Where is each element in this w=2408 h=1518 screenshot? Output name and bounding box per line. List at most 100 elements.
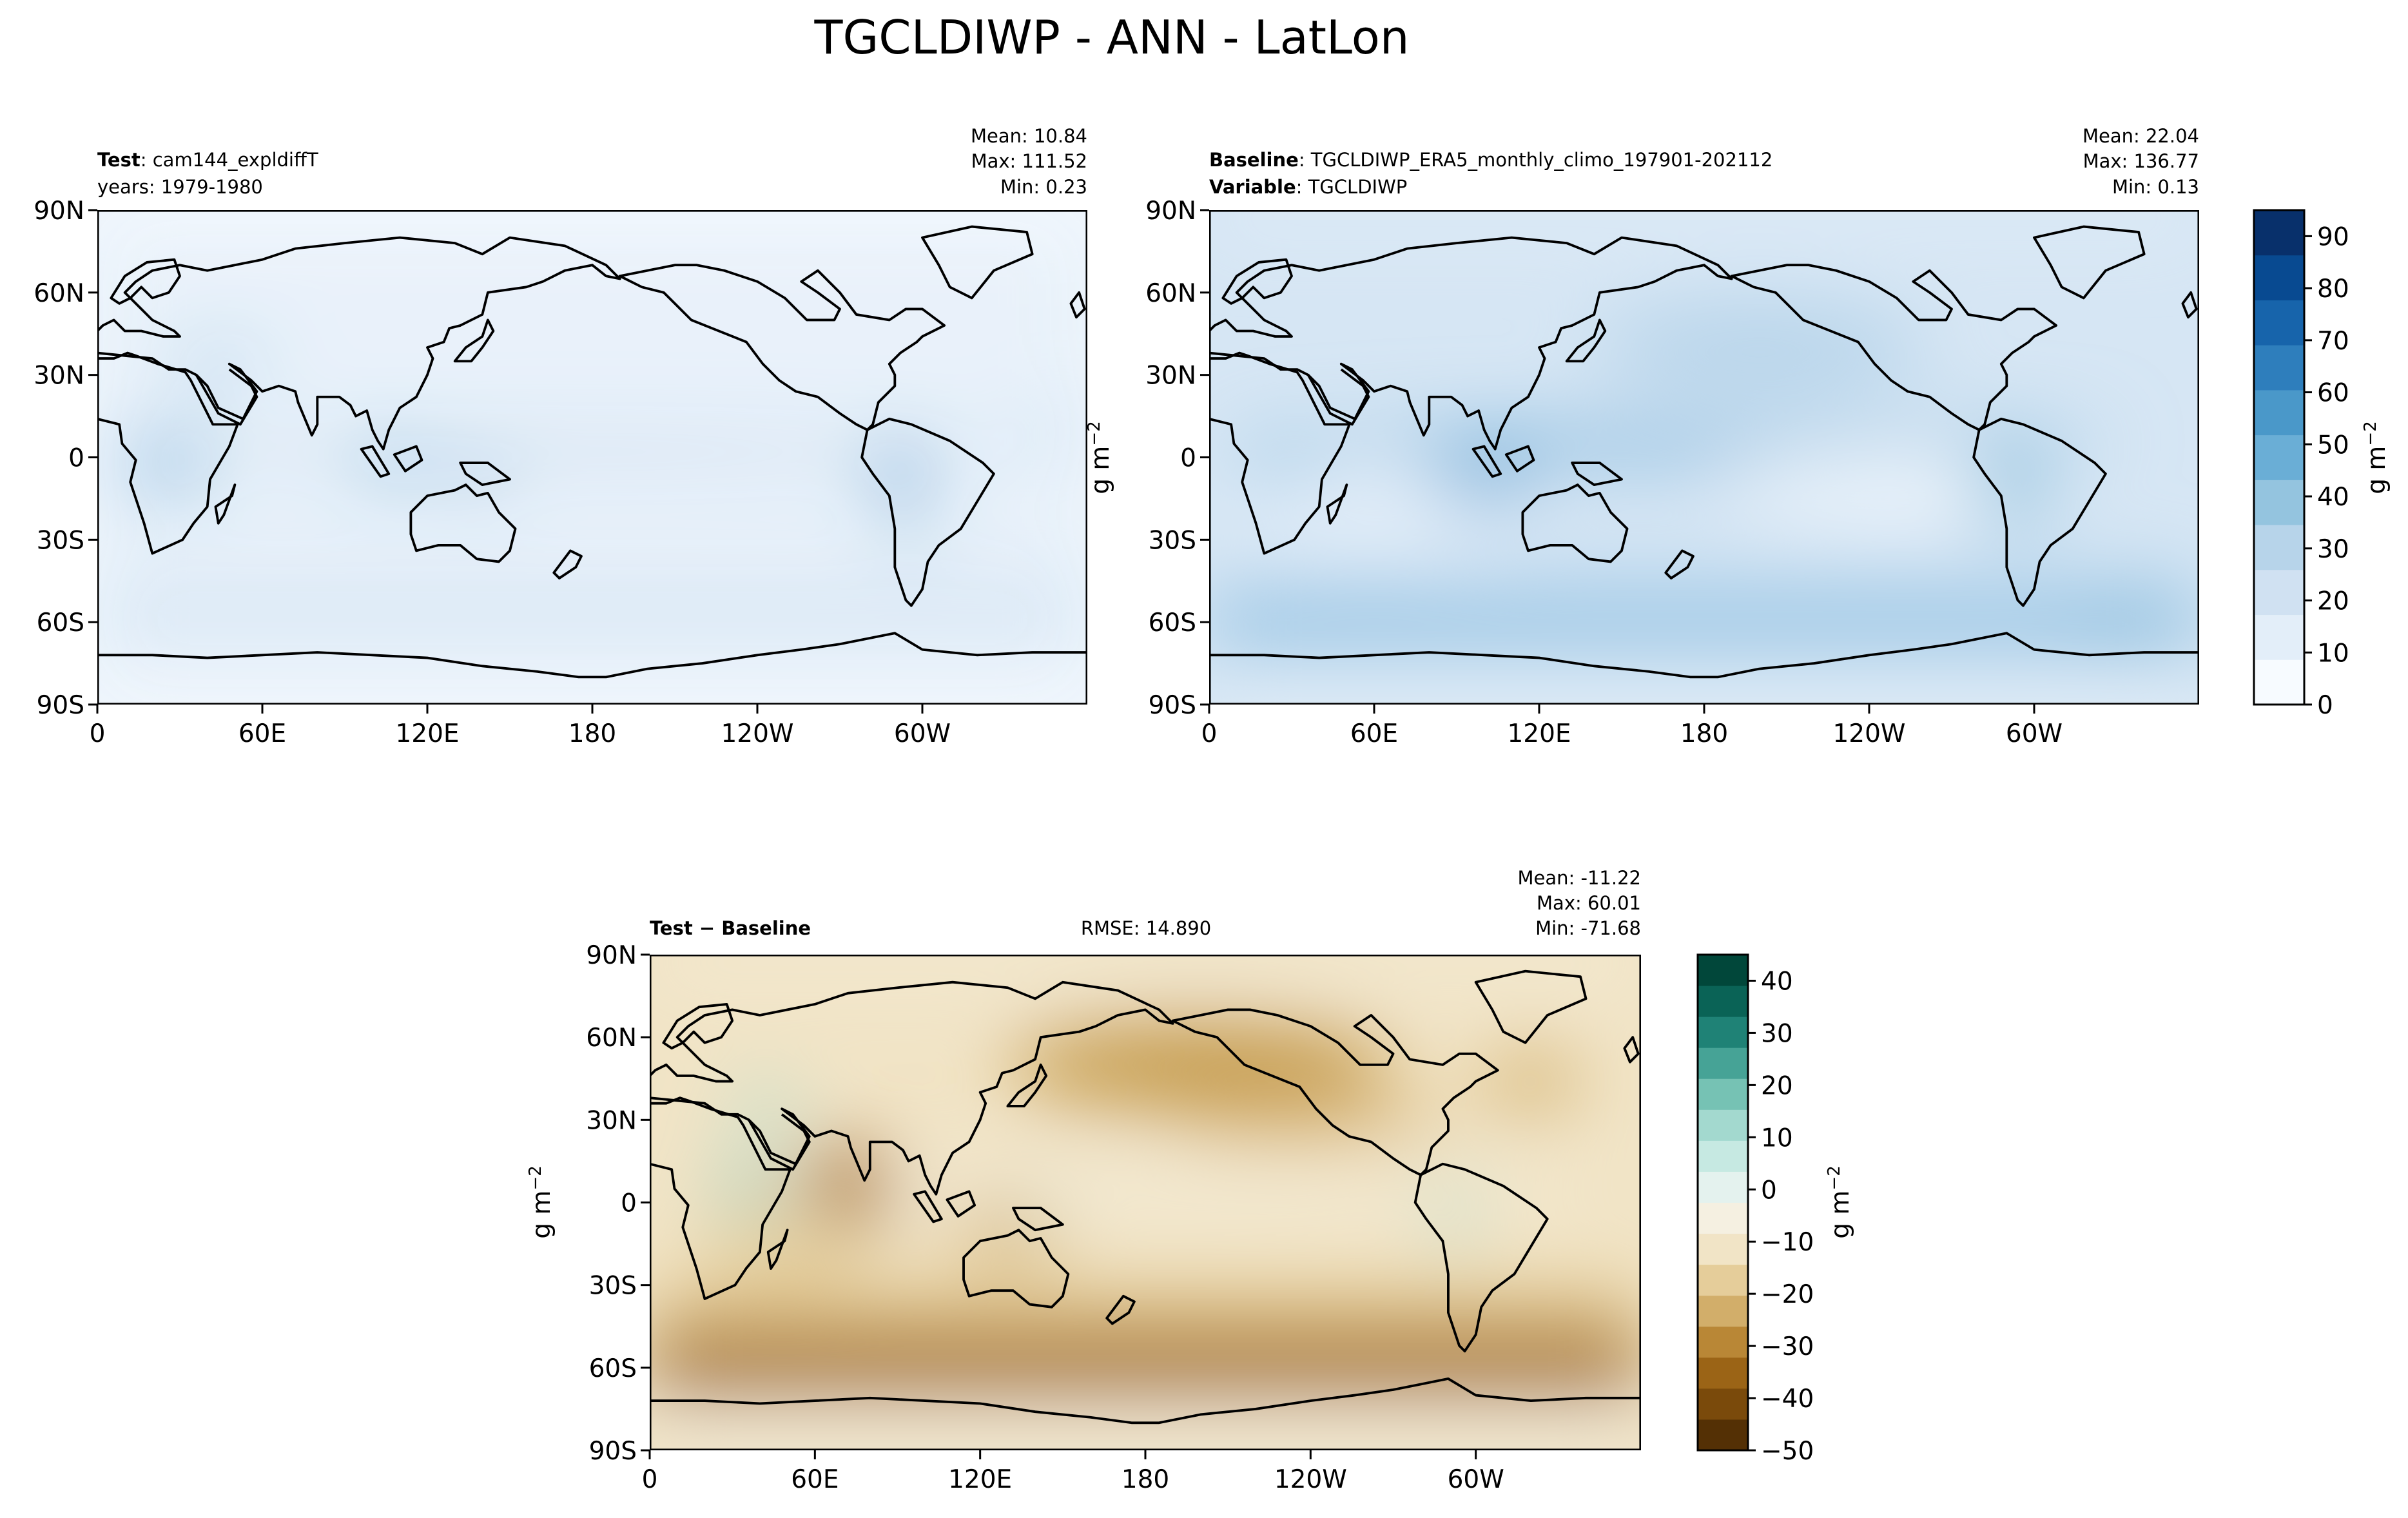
test-x-tick-label: 60E <box>238 719 286 748</box>
diff-y-tick-label: 90N <box>586 941 637 970</box>
test-y-tick-label: 0 <box>68 444 84 473</box>
diff-colorbar-segment <box>1698 1264 1748 1296</box>
baseline-colorbar-segment <box>2254 434 2304 480</box>
baseline-colorbar-frame <box>2253 209 2306 706</box>
diff-stat-min: Min: -71.68 <box>1535 917 1641 939</box>
test-x-ticks: 0 60E 120E 180 120W 60W <box>90 705 951 748</box>
baseline-colorbar-tick-label: 60 <box>2317 379 2349 408</box>
baseline-colorbar-label: g m−2 <box>2361 421 2391 494</box>
test-y-tick-label: 30S <box>37 526 84 555</box>
diff-colorbar-segment <box>1698 986 1748 1017</box>
baseline-colorbar-segment <box>2254 480 2304 525</box>
baseline-y-tick-label: 90S <box>1149 691 1196 720</box>
diff-colorbar-segment <box>1698 1017 1748 1048</box>
baseline-colorbar-segment <box>2254 345 2304 391</box>
diff-colorbar-tick-label: 10 <box>1761 1124 1793 1153</box>
diff-colorbar-tick-label: 20 <box>1761 1071 1793 1100</box>
baseline-variable-text: : TGCLDIWP <box>1296 176 1408 198</box>
baseline-colorbar-segment <box>2254 255 2304 300</box>
diff-colorbar: 40 30 20 10 0 −10 −20 −30 −40 −50 <box>1696 953 1814 1466</box>
test-stat-mean: Mean: 10.84 <box>971 125 1087 147</box>
diff-stat-max: Max: 60.01 <box>1537 892 1641 914</box>
baseline-x-tick-label: 180 <box>1680 719 1728 748</box>
baseline-colorbar: 0 10 20 30 40 50 60 70 80 90 <box>2253 209 2349 720</box>
baseline-y-tick-label: 60S <box>1149 608 1196 637</box>
diff-y-tick-label: 30S <box>589 1272 637 1301</box>
baseline-variable-bold: Variable <box>1209 176 1296 198</box>
diff-colorbar-segment <box>1698 1419 1748 1451</box>
test-header-bold: Test <box>97 149 141 171</box>
figure-title: TGCLDIWP - ANN - LatLon <box>814 10 1410 64</box>
baseline-colorbar-segment <box>2254 389 2304 436</box>
test-y-tick-label: 30N <box>34 362 84 391</box>
diff-x-tick-label: 60W <box>1448 1465 1504 1494</box>
baseline-y-tick-label: 0 <box>1180 444 1196 473</box>
diff-colorbar-tick-label: −50 <box>1761 1437 1814 1466</box>
diff-colorbar-frame <box>1696 953 1749 1452</box>
baseline-header-line2: Variable: TGCLDIWP <box>1209 176 1407 198</box>
diff-colorbar-tick-label: −40 <box>1761 1385 1814 1414</box>
test-stat-max: Max: 111.52 <box>971 150 1087 172</box>
diff-colorbar-segment <box>1698 955 1748 986</box>
diff-colorbar-segment <box>1698 1047 1748 1079</box>
diff-colorbar-tick-label: −10 <box>1761 1228 1814 1257</box>
test-map <box>97 210 1087 705</box>
diff-y-tick-label: 60S <box>589 1354 637 1383</box>
diff-y-ticks: 90N 60N 30N 0 30S 60S 90S <box>586 941 650 1466</box>
test-header-line2: years: 1979-1980 <box>97 176 263 198</box>
baseline-stat-max: Max: 136.77 <box>2083 150 2199 172</box>
test-y-tick-label: 60N <box>34 279 84 308</box>
diff-colorbar-tick-label: −30 <box>1761 1332 1814 1361</box>
diff-header: Test − Baseline <box>650 917 811 939</box>
baseline-stat-mean: Mean: 22.04 <box>2083 125 2199 147</box>
baseline-x-tick-label: 0 <box>1201 719 1218 748</box>
test-x-tick-label: 180 <box>568 719 616 748</box>
test-x-tick-label: 120W <box>721 719 793 748</box>
diff-x-tick-label: 0 <box>642 1465 658 1494</box>
diff-colorbar-tick-label: −20 <box>1761 1280 1814 1309</box>
baseline-y-tick-label: 60N <box>1145 279 1196 308</box>
baseline-colorbar-segment <box>2254 210 2304 256</box>
baseline-stat-min: Min: 0.13 <box>2112 176 2199 198</box>
diff-rmse: RMSE: 14.890 <box>1081 917 1211 939</box>
diff-y-tick-label: 30N <box>586 1106 637 1135</box>
test-y-tick-label: 90N <box>34 197 84 226</box>
diff-x-tick-label: 120E <box>948 1465 1012 1494</box>
diff-colorbar-segment <box>1698 1171 1748 1203</box>
diff-colorbar-segment <box>1698 1357 1748 1389</box>
baseline-colorbar-tick-label: 10 <box>2317 639 2349 668</box>
diff-x-tick-label: 180 <box>1121 1465 1169 1494</box>
baseline-colorbar-tick-label: 90 <box>2317 222 2349 251</box>
baseline-x-tick-label: 60W <box>2006 719 2063 748</box>
baseline-y-tick-label: 30N <box>1145 362 1196 391</box>
baseline-x-tick-label: 60E <box>1350 719 1398 748</box>
baseline-header-text: : TGCLDIWP_ERA5_monthly_climo_197901-202… <box>1299 149 1772 171</box>
diff-stat-mean: Mean: -11.22 <box>1518 867 1642 889</box>
baseline-colorbar-segment <box>2254 300 2304 345</box>
diff-y-tick-label: 60N <box>586 1024 637 1053</box>
baseline-left-unit: g m−2 <box>1085 421 1115 494</box>
test-x-tick-label: 60W <box>894 719 951 748</box>
panel-difference: Test − Baseline RMSE: 14.890 Mean: -11.2… <box>526 867 1855 1494</box>
baseline-x-tick-label: 120W <box>1832 719 1905 748</box>
diff-colorbar-segment <box>1698 1326 1748 1358</box>
diff-colorbar-tick-label: 40 <box>1761 967 1793 996</box>
diff-colorbar-segment <box>1698 1295 1748 1327</box>
diff-left-unit: g m−2 <box>526 1165 556 1238</box>
baseline-colorbar-segment <box>2254 614 2304 660</box>
baseline-colorbar-tick-label: 70 <box>2317 327 2349 356</box>
test-y-ticks: 90N 60N 30N 0 30S 60S 90S <box>34 197 97 720</box>
panel-baseline: Baseline: TGCLDIWP_ERA5_monthly_climo_19… <box>1085 125 2391 748</box>
baseline-colorbar-tick-label: 40 <box>2317 483 2349 512</box>
diff-colorbar-segment <box>1698 1388 1748 1420</box>
baseline-header-bold: Baseline <box>1209 149 1299 171</box>
baseline-y-tick-label: 90N <box>1145 197 1196 226</box>
baseline-colorbar-segment <box>2254 569 2304 616</box>
test-header-line1: Test: cam144_expldiffT <box>97 149 318 171</box>
diff-colorbar-tick-label: 0 <box>1761 1176 1777 1205</box>
test-x-tick-label: 120E <box>395 719 459 748</box>
baseline-y-ticks: 90N 60N 30N 0 30S 60S 90S <box>1145 197 1209 720</box>
baseline-colorbar-segment <box>2254 659 2304 705</box>
baseline-colorbar-tick-label: 50 <box>2317 431 2349 460</box>
